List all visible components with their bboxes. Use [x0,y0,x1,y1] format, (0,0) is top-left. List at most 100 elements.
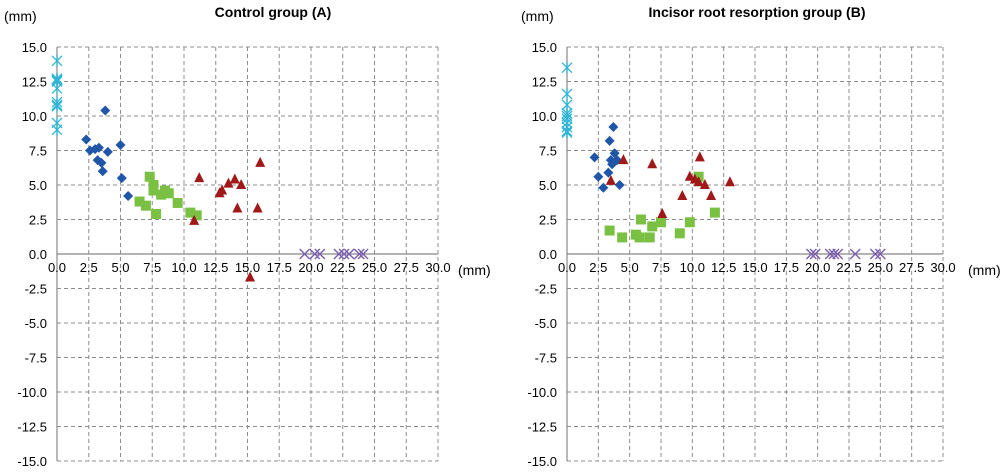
x-tick-label: 22.5 [330,260,355,275]
data-point-diamond [115,139,126,150]
data-point-triangle [217,184,228,195]
data-point-diamond [96,157,107,168]
data-points-b [561,61,886,260]
data-point-triangle [657,207,668,218]
y-tick-label: -5.0 [535,316,557,331]
data-point-square [191,210,202,221]
data-point-triangle [229,173,240,184]
chart-panel-b: (mm) Incisor root resorption group (B) (… [521,4,1001,469]
y-tick-label: 12.5 [532,75,557,90]
data-point-star [51,100,63,113]
data-point-triangle [255,156,266,167]
data-point-square [647,221,658,232]
chart-title-b: Incisor root resorption group (B) [649,4,866,20]
data-point-triangle [724,176,735,187]
data-point-square [635,214,646,225]
data-point-diamond [93,142,104,153]
x-tick-label: 17.5 [267,260,292,275]
y-tick-label: 7.5 [29,144,47,159]
x-tick-label: 30.0 [930,260,955,275]
x-tick-label: 7.5 [143,260,161,275]
data-point-diamond [614,180,625,190]
data-point-x [299,248,311,260]
data-point-triangle [252,202,263,213]
y-tick-label: 0.0 [539,247,557,262]
data-point-diamond [81,134,92,145]
data-point-triangle [684,170,695,181]
data-point-x [832,248,844,260]
data-point-x [874,248,886,260]
y-tick-label: 10.0 [532,109,557,124]
data-point-square [604,225,615,236]
tick-labels-b: 15.012.510.07.55.02.50.0-2.5-5.0-7.5-10.… [527,40,955,469]
data-point-square [674,228,685,239]
chart-panel-a: (mm) Control group (A) (mm) 15.0 12.5 10.0… [4,4,491,469]
data-point-triangle [189,214,200,225]
data-point-diamond [97,166,108,177]
x-tick-label: 15.0 [742,260,767,275]
data-point-square [185,207,196,218]
y-tick-label: 2.5 [29,213,47,228]
x-tick-label: 7.5 [652,260,670,275]
x-tick-label: 0.0 [48,260,66,275]
data-point-diamond [604,135,615,146]
data-point-square [684,217,695,228]
x-tick-label: 5.0 [111,260,129,275]
x-tick-label: 25.0 [868,260,893,275]
y-tick-label: -2.5 [25,282,47,297]
data-point-x [333,248,345,260]
data-point-triangle [232,202,243,213]
data-point-diamond [116,173,127,184]
data-point-star [51,54,63,67]
data-point-x [869,248,881,260]
data-point-x [357,248,369,260]
data-point-square [172,197,183,208]
y-tick-label: 10.0 [22,109,47,124]
data-point-triangle [245,271,256,282]
y-tick-label: -7.5 [535,351,557,366]
x-tick-label: 20.0 [805,260,830,275]
x-tick-label: 27.5 [394,260,419,275]
data-point-diamond [102,146,113,157]
tick-labels-a: 15.012.510.07.55.02.50.0-2.5-5.0-7.5-10.… [17,40,450,469]
x-tick-label: 0.0 [558,260,576,275]
data-point-star [561,126,573,139]
data-point-x [309,248,321,260]
data-point-square [134,196,145,207]
data-point-diamond [123,191,134,202]
data-point-triangle [223,177,234,188]
data-point-square [709,207,720,218]
y-tick-label: 2.5 [539,213,557,228]
y-tick-label: -7.5 [25,351,47,366]
y-tick-label: -15.0 [17,454,47,469]
data-point-square [656,217,666,228]
data-point-square [140,200,151,211]
data-point-diamond [603,167,614,178]
data-point-triangle [699,179,710,189]
y-tick-label: 5.0 [539,178,557,193]
data-point-diamond [598,182,609,193]
x-tick-label: 22.5 [836,260,861,275]
x-axis-label-b: (mm) [968,262,1001,278]
data-point-diamond [608,122,619,133]
data-point-x [828,248,840,260]
data-point-triangle [677,190,688,201]
data-point-triangle [647,158,658,169]
data-point-star [561,87,573,100]
y-tick-label: -12.5 [17,420,47,435]
data-point-diamond [100,105,111,116]
y-tick-label: -10.0 [527,385,557,400]
data-point-x [338,248,350,260]
x-tick-label: 2.5 [589,260,607,275]
x-tick-label: 17.5 [774,260,799,275]
y-tick-label: 5.0 [29,178,47,193]
data-point-triangle [605,174,616,185]
y-tick-label: 7.5 [539,144,557,159]
chart-title-a: Control group (A) [215,4,332,20]
data-point-star [561,61,573,74]
y-tick-label: 15.0 [532,40,557,55]
y-tick-label: -2.5 [535,282,557,297]
x-tick-label: 2.5 [80,260,98,275]
data-point-star [51,123,63,136]
data-point-triangle [618,154,629,165]
